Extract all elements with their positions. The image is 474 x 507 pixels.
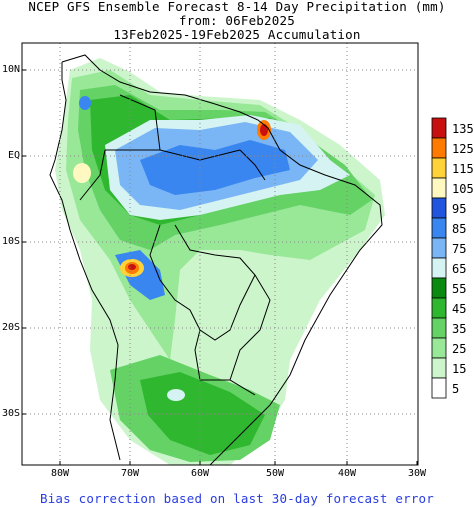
lon-label-60w: 60W (190, 468, 210, 479)
legend-label-5: 5 (452, 382, 460, 396)
lon-label-30w: 30W (407, 468, 427, 479)
lat-label-eq: EQ (7, 150, 20, 161)
legend-label-85: 85 (452, 222, 467, 236)
axis-ticks (22, 69, 418, 465)
legend-swatch-65 (431, 257, 447, 279)
legend-swatch-5 (431, 377, 447, 399)
precip-bolivia-red (128, 264, 136, 270)
legend-label-65: 65 (452, 262, 467, 276)
legend-swatch-45 (431, 297, 447, 319)
map-frame (21, 42, 419, 466)
legend-label-95: 95 (452, 202, 467, 216)
forecast-issue-date: from: 06Feb2025 (179, 13, 295, 28)
precip-argentina-lightblue (167, 389, 185, 401)
legend-swatch-95 (431, 197, 447, 219)
legend-label-15: 15 (452, 362, 467, 376)
legend-label-45: 45 (452, 302, 467, 316)
lon-label-80w: 80W (50, 468, 70, 479)
legend-swatch-25 (431, 337, 447, 359)
lon-label-40w: 40W (337, 468, 357, 479)
legend-swatch-15 (431, 357, 447, 379)
legend-label-115: 115 (452, 162, 474, 176)
legend-label-125: 125 (452, 142, 474, 156)
legend-label-25: 25 (452, 342, 467, 356)
legend-label-55: 55 (452, 282, 467, 296)
lat-label-30s: 30S (1, 408, 20, 419)
precip-colombia-blue (79, 96, 91, 110)
precip-blue-85 (140, 140, 290, 195)
bias-correction-note: Bias correction based on last 30-day for… (39, 491, 434, 506)
legend-label-135: 135 (452, 122, 474, 136)
precip-amapa-red (260, 124, 268, 136)
legend-swatch-35 (431, 317, 447, 339)
lat-label-10s: 10S (1, 236, 20, 247)
legend-label-75: 75 (452, 242, 467, 256)
precip-ecuador-yellow (73, 163, 91, 183)
lat-label-20s: 20S (1, 322, 20, 333)
legend-colorbar (431, 117, 447, 399)
accumulation-period: 13Feb2025-19Feb2025 Accumulation (113, 27, 361, 42)
legend-swatch-55 (431, 277, 447, 299)
legend-swatch-115 (431, 157, 447, 179)
lon-label-70w: 70W (120, 468, 140, 479)
lon-label-50w: 50W (265, 468, 285, 479)
chart-title: NCEP GFS Ensemble Forecast 8-14 Day Prec… (28, 0, 446, 14)
legend-label-105: 105 (452, 182, 474, 196)
legend-swatch-85 (431, 217, 447, 239)
precip-fields (55, 58, 385, 465)
legend-swatch-135 (431, 117, 447, 139)
lat-label-10n: 10N (1, 64, 20, 75)
legend-label-35: 35 (452, 322, 467, 336)
legend-swatch-125 (431, 137, 447, 159)
legend-swatch-75 (431, 237, 447, 259)
legend-swatch-105 (431, 177, 447, 199)
